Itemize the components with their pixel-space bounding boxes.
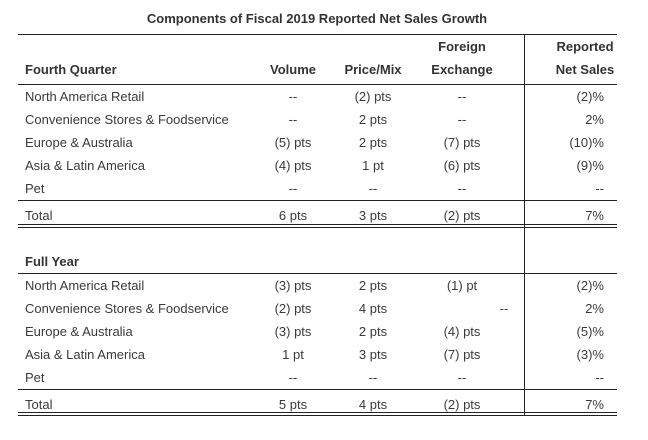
fx-cell: -- [457,181,467,196]
fx-header-line1: Foreign [438,39,486,54]
net-sales-cell: (3)% [576,347,604,362]
full-year-heading-row: Full Year [0,250,648,273]
table-row: Pet -- -- -- -- [0,177,648,200]
volume-cell: 6 pts [278,208,308,223]
fx-cell: -- [457,89,467,104]
price-mix-cell: 2 pts [358,135,388,150]
price-mix-cell: 1 pt [362,158,384,173]
net-sales-cell: (5)% [576,324,604,339]
section-heading: Full Year [25,254,79,269]
net-sales-cell: 2% [585,301,604,316]
segment-cell: Convenience Stores & Foodservice [25,112,229,127]
fx-cell: (2) pts [443,208,481,223]
net-sales-cell: (9)% [576,158,604,173]
table-row: Asia & Latin America (4) pts 1 pt (6) pts (9… [0,154,648,177]
price-mix-cell: 2 pts [358,324,388,339]
fx-cell: -- [457,112,467,127]
net-sales-cell: -- [595,370,604,385]
fx-cell: (7) pts [443,135,481,150]
table-row: Pet -- -- -- -- [0,366,648,389]
fx-cell: (6) pts [443,158,481,173]
net-header-line1: Reported [556,39,614,54]
divider [18,224,617,225]
table-title: Components of Fiscal 2019 Reported Net S… [146,11,488,26]
price-mix-cell: -- [368,181,378,196]
volume-header: Volume [270,62,316,77]
net-sales-cell: 2% [585,112,604,127]
segment-cell: Europe & Australia [25,324,133,339]
segment-cell: North America Retail [25,89,145,104]
price-mix-cell: 2 pts [358,278,388,293]
volume-cell: -- [288,181,298,196]
divider [18,389,617,390]
section-heading: Fourth Quarter [25,62,117,77]
volume-cell: 5 pts [278,397,308,412]
volume-cell: (4) pts [274,158,312,173]
total-row: Total 5 pts 4 pts (2) pts 7% [0,393,648,416]
fx-cell: (4) pts [443,324,481,339]
volume-cell: 1 pt [282,347,304,362]
table-row: Convenience Stores & Foodservice -- 2 pts -… [0,108,648,131]
segment-cell: Asia & Latin America [25,347,145,362]
segment-cell: Total [25,208,53,223]
net-sales-cell: (10)% [569,135,604,150]
segment-cell: Convenience Stores & Foodservice [25,301,229,316]
divider [18,84,617,85]
fx-cell: (2) pts [443,397,481,412]
divider [18,34,617,35]
divider [18,227,617,228]
segment-cell: Asia & Latin America [25,158,145,173]
price-mix-header: Price/Mix [344,62,402,77]
total-row: Total 6 pts 3 pts (2) pts 7% [0,204,648,227]
volume-cell: -- [288,112,298,127]
net-sales-cell: (2)% [576,278,604,293]
price-mix-cell: 3 pts [358,347,388,362]
header-row-2: Fourth Quarter Volume Price/Mix Exchange… [0,58,648,81]
divider [18,273,617,274]
segment-cell: Europe & Australia [25,135,133,150]
volume-cell: (3) pts [274,324,312,339]
fx-cell: -- [457,370,467,385]
segment-cell: Total [25,397,53,412]
net-sales-cell: (2)% [576,89,604,104]
price-mix-cell: 4 pts [358,397,388,412]
price-mix-cell: (2) pts [354,89,392,104]
net-sales-cell: 7% [585,397,604,412]
fx-cell: (7) pts [443,347,481,362]
net-sales-cell: 7% [585,208,604,223]
price-mix-cell: 4 pts [358,301,388,316]
divider [18,415,617,416]
volume-cell: (5) pts [274,135,312,150]
fx-cell: -- [499,301,509,316]
price-mix-cell: 2 pts [358,112,388,127]
header-row-1: Foreign Reported [0,35,648,58]
volume-cell: -- [288,370,298,385]
table-row: Convenience Stores & Foodservice (2) pts 4… [0,297,648,320]
table-row: Asia & Latin America 1 pt 3 pts (7) pts (3)% [0,343,648,366]
divider [18,412,617,413]
volume-cell: (3) pts [274,278,312,293]
table-row: Europe & Australia (5) pts 2 pts (7) pts (10… [0,131,648,154]
fx-header-line2: Exchange [431,62,493,77]
table-row: North America Retail (3) pts 2 pts (1) pt (2… [0,274,648,297]
price-mix-cell: -- [368,370,378,385]
segment-cell: North America Retail [25,278,145,293]
table-row: North America Retail -- (2) pts -- (2)% [0,85,648,108]
segment-cell: Pet [25,370,45,385]
volume-cell: -- [288,89,298,104]
divider [18,200,617,201]
volume-cell: (2) pts [274,301,312,316]
segment-cell: Pet [25,181,45,196]
fx-cell: (1) pt [446,278,478,293]
price-mix-cell: 3 pts [358,208,388,223]
table-row: Europe & Australia (3) pts 2 pts (4) pts (5)… [0,320,648,343]
net-sales-cell: -- [595,181,604,196]
net-header-line2: Net Sales [555,62,615,77]
